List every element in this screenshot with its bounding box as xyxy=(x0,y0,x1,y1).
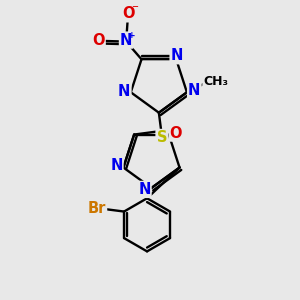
Text: O: O xyxy=(122,6,134,21)
Text: N: N xyxy=(110,158,122,173)
Text: N: N xyxy=(138,182,151,197)
Text: +: + xyxy=(128,31,135,40)
Text: S: S xyxy=(157,130,167,145)
Text: O: O xyxy=(92,33,105,48)
Text: N: N xyxy=(171,48,183,63)
Text: CH₃: CH₃ xyxy=(203,75,228,88)
Text: N: N xyxy=(188,83,200,98)
Text: N: N xyxy=(118,84,130,99)
Text: ⁻: ⁻ xyxy=(130,3,138,16)
Text: O: O xyxy=(170,126,182,141)
Text: N: N xyxy=(120,33,132,48)
Text: Br: Br xyxy=(88,201,106,216)
